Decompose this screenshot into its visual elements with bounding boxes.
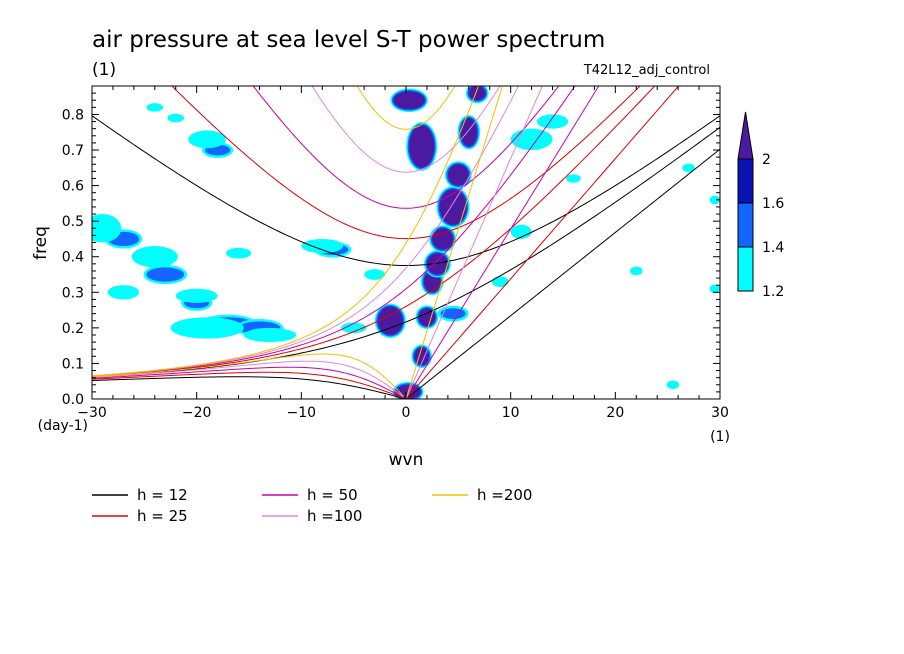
power-region-32 — [364, 269, 386, 280]
power-region-21 — [92, 214, 122, 243]
power-region-38 — [682, 163, 695, 173]
y-tick-label: 0.5 — [62, 214, 84, 230]
legend-label-h200: h =200 — [477, 486, 532, 504]
y-tick-label: 0.1 — [62, 356, 84, 372]
power-region-42 — [709, 284, 720, 294]
power-region-11 — [393, 91, 425, 110]
power-region-5 — [426, 253, 448, 275]
power-region-6 — [432, 228, 454, 250]
legend: h = 12 h = 25 h = 50 h =100 h =200 — [92, 486, 532, 525]
power-region-25 — [243, 327, 297, 343]
x-tick-label: −10 — [287, 405, 317, 421]
x-tick-label: −20 — [182, 405, 212, 421]
title-unit: (1) — [92, 60, 116, 80]
y-tick-label: 0.8 — [62, 107, 84, 123]
y-axis-label: freq — [31, 226, 51, 260]
power-region-43 — [146, 103, 164, 112]
power-region-36 — [491, 276, 509, 287]
chart-title: air pressure at sea level S-T power spec… — [92, 27, 605, 53]
dispersion-curve-h12-rossby — [92, 376, 404, 399]
colorbar-label: 1.2 — [762, 284, 784, 300]
colorbar-label: 2 — [762, 152, 771, 168]
power-region-30 — [301, 238, 344, 254]
dispersion-curve-h25-gravity — [171, 86, 641, 240]
power-region-7 — [439, 189, 467, 225]
power-region-22 — [131, 246, 178, 268]
power-region-26 — [175, 288, 218, 303]
power-region-29 — [167, 113, 185, 123]
legend-label-h50: h = 50 — [307, 486, 358, 504]
dispersion-curve-h100-kelvin — [405, 86, 543, 399]
power-region-13 — [146, 267, 185, 282]
dispersion-curve-h200-gravity — [356, 86, 456, 130]
power-region-9 — [409, 125, 435, 168]
x-unit-label: (1) — [710, 429, 730, 445]
y-tick-label: 0.3 — [62, 285, 84, 301]
dispersion-curve-h100-gravity — [311, 86, 501, 173]
power-region-24 — [170, 317, 244, 339]
power-region-12 — [468, 86, 486, 101]
dispersion-curve-h50-mrg — [92, 86, 576, 377]
dispersion-curve-h12-kelvin — [405, 148, 720, 399]
y-tick-label: 0.0 — [62, 392, 84, 408]
power-region-8 — [447, 164, 469, 186]
experiment-label: T42L12_adj_control — [583, 63, 710, 78]
power-region-20 — [440, 308, 466, 319]
dispersion-curve-h50-kelvin — [405, 86, 600, 399]
power-region-34 — [536, 114, 569, 129]
power-region-39 — [709, 195, 720, 205]
dispersion-curve-h200-mrg — [92, 86, 480, 377]
colorbar-triangle — [737, 111, 754, 160]
y-unit-label: (day-1) — [38, 418, 88, 434]
y-tick-label: 0.2 — [62, 321, 84, 337]
dispersion-curve-h200-rossby — [92, 353, 404, 397]
colorbar-label: 1.6 — [762, 196, 784, 212]
legend-label-h100: h =100 — [307, 507, 362, 525]
power-region-41 — [666, 380, 680, 390]
power-region-31 — [341, 322, 367, 334]
dispersion-curve-h50-rossby — [92, 366, 404, 399]
power-region-3 — [418, 308, 436, 327]
dispersion-curve-h25-rossby — [92, 371, 404, 399]
colorbar-swatch-0 — [737, 246, 754, 292]
y-tick-label: 0.7 — [62, 143, 84, 159]
x-tick-label: 0 — [402, 405, 411, 421]
y-tick-label: 0.4 — [62, 250, 84, 266]
x-axis-label: wvn — [389, 450, 424, 470]
colorbar-swatch-1 — [737, 202, 754, 248]
dispersion-curve-h100-rossby — [92, 360, 404, 398]
dispersion-curve-h200-kelvin — [405, 86, 503, 399]
dispersion-curve-h100-mrg — [92, 86, 519, 377]
legend-label-h25: h = 25 — [137, 507, 188, 525]
power-region-28 — [188, 130, 226, 149]
x-tick-label: 30 — [711, 405, 729, 421]
power-region-2 — [377, 306, 403, 335]
dispersion-curve-h12-mrg — [92, 126, 720, 378]
dispersion-curves-layer — [92, 86, 720, 399]
x-tick-label: −30 — [77, 405, 107, 421]
power-region-35 — [510, 224, 532, 239]
power-region-23 — [107, 285, 140, 300]
colorbar: 1.2 1.4 1.6 2 — [737, 111, 784, 300]
power-region-40 — [629, 266, 643, 276]
x-tick-label: 10 — [502, 405, 520, 421]
colorbar-swatch-2 — [737, 158, 754, 204]
dispersion-curve-h12-gravity — [92, 115, 720, 267]
dispersion-curve-h25-kelvin — [405, 86, 680, 399]
power-region-27 — [225, 247, 252, 259]
power-region-37 — [566, 174, 581, 183]
x-tick-label: 20 — [606, 405, 624, 421]
dispersion-curve-h50-gravity — [252, 86, 560, 209]
legend-label-h12: h = 12 — [137, 486, 188, 504]
dispersion-curve-h25-mrg — [92, 86, 656, 378]
power-shading-layer — [92, 86, 720, 399]
colorbar-label: 1.4 — [762, 240, 784, 256]
axis-ticks: −30 −20 −10 0 10 20 30 0.0 0.1 0.2 0.3 0.4 0.5 0.6 0.7… — [62, 86, 729, 421]
y-tick-label: 0.6 — [62, 179, 84, 195]
